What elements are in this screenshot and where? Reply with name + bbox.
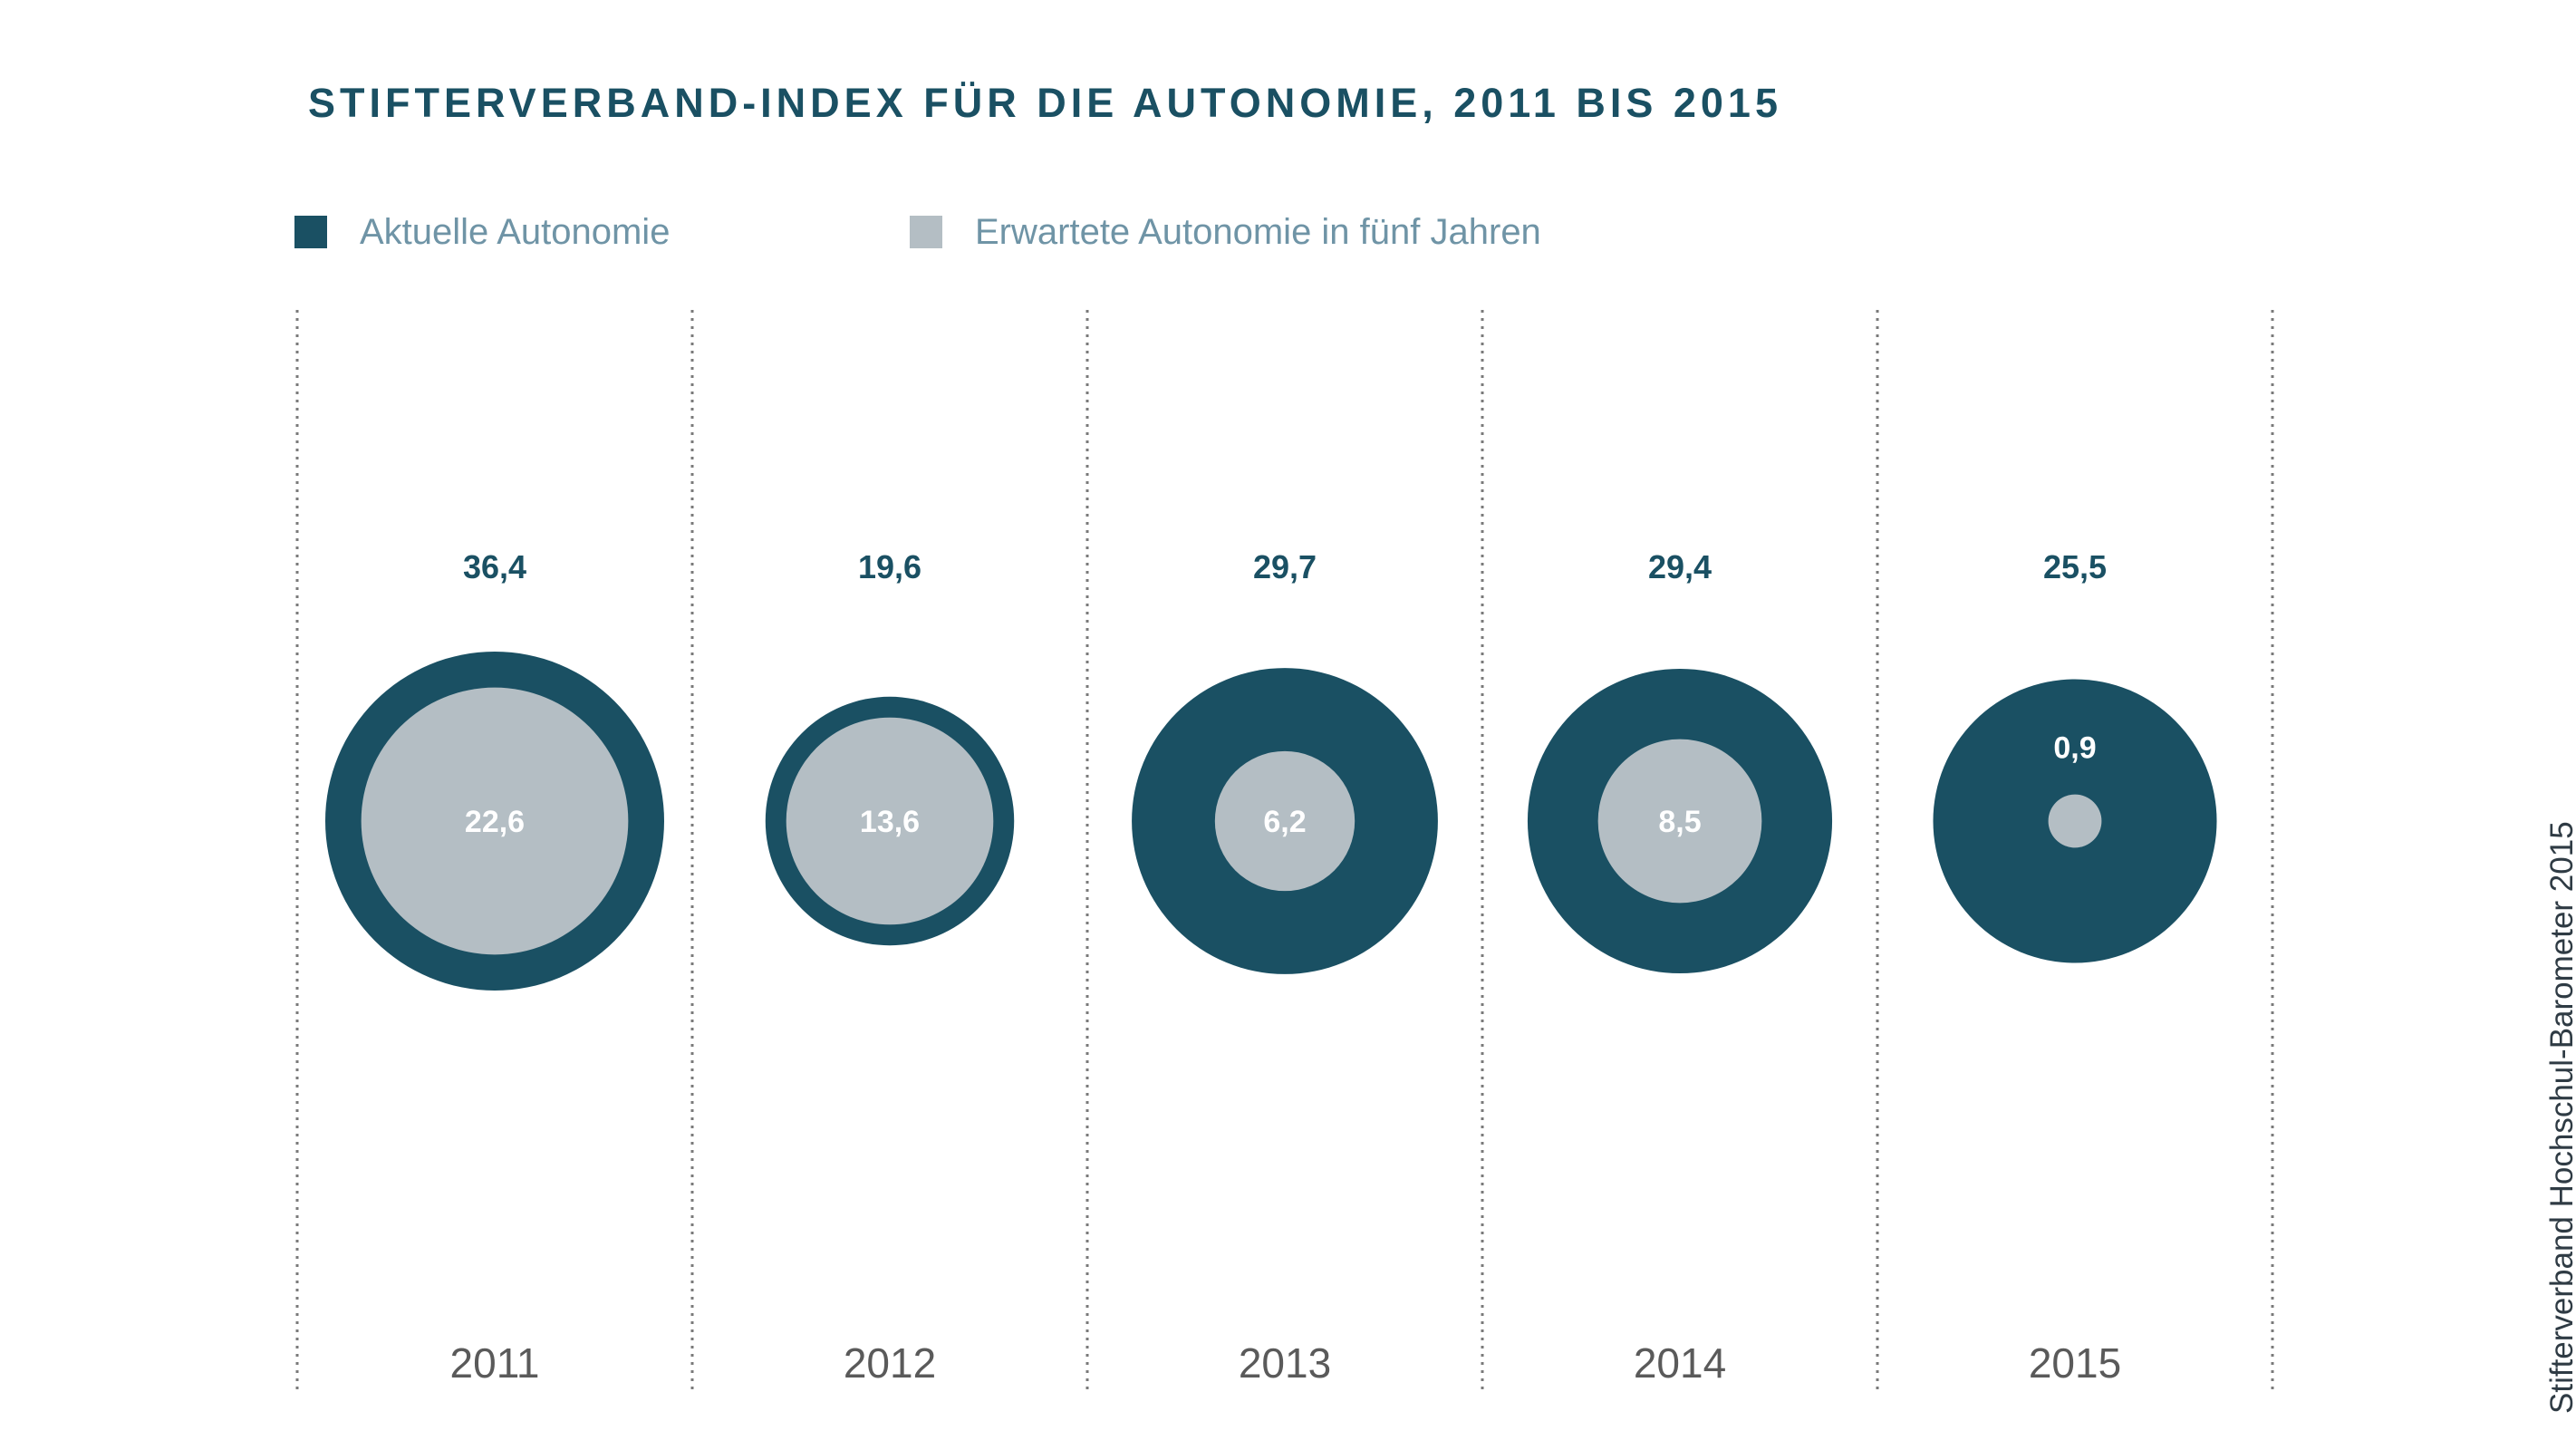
bubble-expected-2014 bbox=[1597, 739, 1762, 904]
data-label-current-2015: 25,5 bbox=[2043, 548, 2107, 585]
data-label-expected-2013: 6,2 bbox=[1263, 805, 1306, 839]
chart-title: STIFTERVERBAND-INDEX FÜR DIE AUTONOMIE, … bbox=[308, 80, 1782, 126]
x-tick-label-2015: 2015 bbox=[2029, 1339, 2121, 1387]
data-label-expected-2015: 0,9 bbox=[2053, 731, 2096, 766]
legend-swatch-expected bbox=[910, 216, 942, 248]
bubble-expected-2011 bbox=[361, 687, 629, 955]
bubble-expected-2012 bbox=[786, 717, 994, 925]
x-tick-label-2011: 2011 bbox=[450, 1339, 540, 1387]
bubble-expected-2013 bbox=[1214, 750, 1356, 892]
bubble-expected-2015 bbox=[2048, 794, 2102, 848]
data-label-current-2013: 29,7 bbox=[1253, 548, 1317, 585]
data-label-current-2011: 36,4 bbox=[463, 548, 526, 585]
x-tick-label-2012: 2012 bbox=[844, 1339, 936, 1387]
data-label-expected-2011: 22,6 bbox=[465, 805, 525, 839]
data-label-expected-2014: 8,5 bbox=[1658, 805, 1701, 839]
data-label-current-2012: 19,6 bbox=[858, 548, 921, 585]
legend-item-expected-autonomy: Erwartete Autonomie in fünf Jahren bbox=[910, 210, 1541, 254]
x-tick-label-2014: 2014 bbox=[1634, 1339, 1726, 1387]
legend-swatch-current bbox=[294, 216, 327, 248]
data-label-expected-2012: 13,6 bbox=[860, 805, 920, 839]
x-tick-label-2013: 2013 bbox=[1239, 1339, 1331, 1387]
legend-label-expected: Erwartete Autonomie in fünf Jahren bbox=[975, 211, 1541, 252]
data-label-current-2014: 29,4 bbox=[1648, 548, 1712, 585]
source-note: Stifterverband Hochschul-Barometer 2015 bbox=[2544, 821, 2576, 1414]
legend-label-current: Aktuelle Autonomie bbox=[360, 211, 671, 252]
legend-item-current-autonomy: Aktuelle Autonomie bbox=[294, 210, 670, 254]
